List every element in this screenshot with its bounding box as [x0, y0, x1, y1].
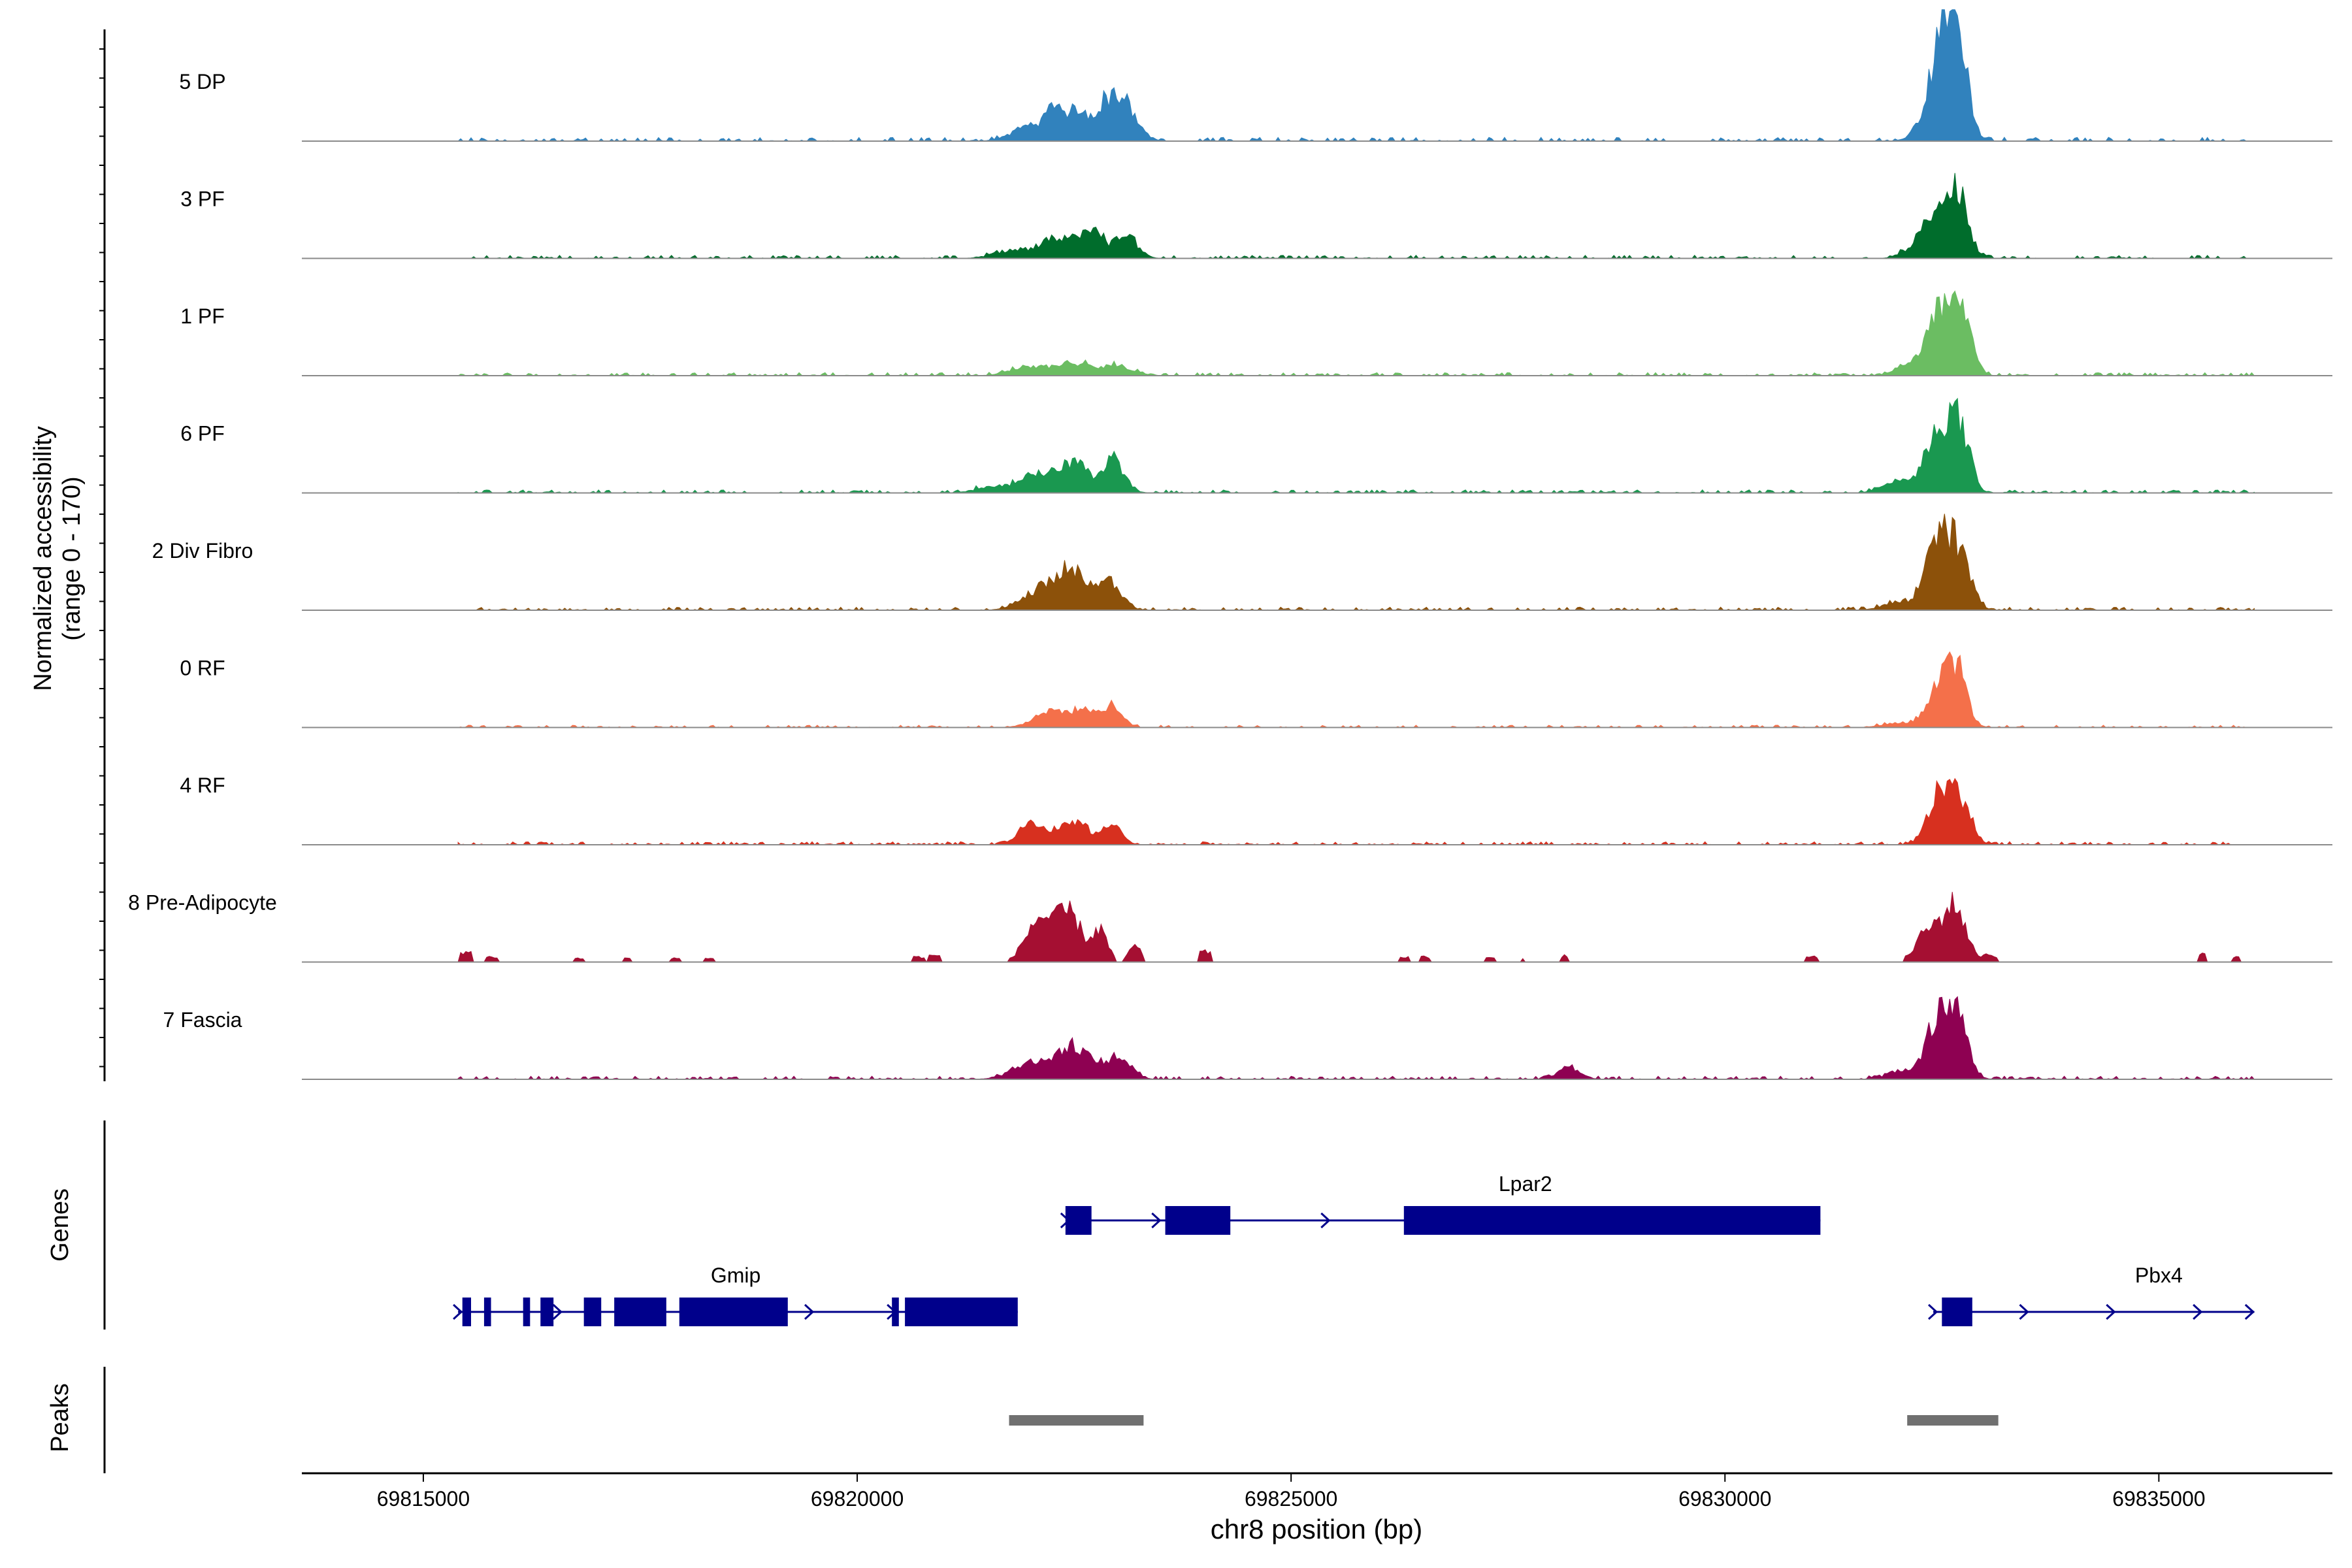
gene-exon: [583, 1298, 602, 1326]
gene-exon: [905, 1298, 1018, 1326]
track-2-div-fibro: 2 Div Fibro: [152, 514, 2332, 611]
track-0-rf: 0 RF: [180, 651, 2332, 728]
strand-arrow: [2106, 1303, 2116, 1320]
strand-arrow: [453, 1303, 463, 1320]
coverage-area: [457, 651, 2255, 728]
track-label: 0 RF: [180, 657, 225, 680]
track-label: 7 Fascia: [163, 1008, 242, 1032]
coverage-area: [457, 996, 2255, 1080]
track-8-pre-adipocyte: 8 Pre-Adipocyte: [128, 891, 2332, 963]
x-axis-label: chr8 position (bp): [1211, 1514, 1423, 1544]
x-tick-label: 69820000: [811, 1487, 904, 1511]
x-tick-label: 69830000: [1678, 1487, 1771, 1511]
gene-gmip: Gmip: [453, 1264, 1018, 1326]
coverage-area: [458, 514, 2255, 611]
track-1-pf: 1 PF: [180, 290, 2332, 376]
gene-exon: [614, 1298, 666, 1326]
gene-lpar2: Lpar2: [1060, 1172, 1821, 1235]
gene-exon: [1942, 1298, 1972, 1326]
x-tick-label: 69815000: [377, 1487, 470, 1511]
strand-arrow: [1060, 1212, 1071, 1229]
track-7-fascia: 7 Fascia: [163, 996, 2332, 1080]
track-3-pf: 3 PF: [180, 172, 2332, 259]
y-axis-label-range: (range 0 - 170): [58, 476, 86, 640]
gene-label: Lpar2: [1499, 1172, 1552, 1196]
track-label: 5 DP: [179, 70, 225, 93]
y-axis-label: Normalized accessibility: [29, 426, 57, 691]
track-label: 1 PF: [180, 304, 225, 328]
gene-pbx4: Pbx4: [1928, 1264, 2255, 1326]
gene-exon: [523, 1298, 531, 1326]
coverage-area: [457, 397, 2255, 494]
strand-arrow: [2193, 1303, 2203, 1320]
track-label: 8 Pre-Adipocyte: [128, 891, 277, 915]
gene-exon: [540, 1298, 554, 1326]
x-axis: 69815000 69820000 69825000 69830000 69835000: [302, 1472, 2332, 1511]
genes-track-label: Genes: [46, 1188, 74, 1262]
strand-arrow: [1320, 1212, 1331, 1229]
track-6-pf: 6 PF: [180, 397, 2332, 494]
coverage-area: [457, 777, 2255, 845]
coverage-area: [457, 172, 2255, 259]
gene-exon: [483, 1298, 491, 1326]
coverage-area: [457, 9, 2255, 142]
gene-exon: [1403, 1206, 1821, 1235]
gene-exon: [1165, 1206, 1231, 1235]
track-4-rf: 4 RF: [180, 774, 2332, 845]
peak-region: [1009, 1415, 1144, 1426]
track-5-dp: 5 DP: [179, 9, 2332, 142]
coverage-area: [457, 892, 2255, 963]
tracks-layer: 5 DP 3 PF 1 PF 6 PF 2 Div Fibro 0 RF 4 RF 8 Pre…: [128, 9, 2332, 1080]
track-label: 3 PF: [180, 188, 225, 211]
strand-arrow: [2244, 1303, 2255, 1320]
genes-layer: Lpar2 Gmip Pbx4: [453, 1172, 2255, 1326]
peaks-layer: [1009, 1415, 1999, 1426]
track-label: 2 Div Fibro: [152, 539, 253, 563]
peak-region: [1907, 1415, 1999, 1426]
x-tick-label: 69825000: [1245, 1487, 1337, 1511]
gene-label: Gmip: [711, 1264, 760, 1287]
gene-label: Pbx4: [2135, 1264, 2183, 1287]
track-label: 4 RF: [180, 774, 225, 797]
peaks-track-label: Peaks: [46, 1383, 74, 1452]
coverage-area: [457, 290, 2255, 376]
left-axes: [99, 29, 106, 1473]
strand-arrow: [1928, 1303, 1938, 1320]
strand-arrow: [552, 1303, 563, 1320]
strand-arrow: [1151, 1212, 1162, 1229]
strand-arrow: [887, 1303, 897, 1320]
strand-arrow: [804, 1303, 815, 1320]
strand-arrow: [2019, 1303, 2029, 1320]
gene-exon: [679, 1298, 788, 1326]
gene-exon: [462, 1298, 471, 1326]
track-label: 6 PF: [180, 422, 225, 446]
x-tick-label: 69835000: [2112, 1487, 2205, 1511]
